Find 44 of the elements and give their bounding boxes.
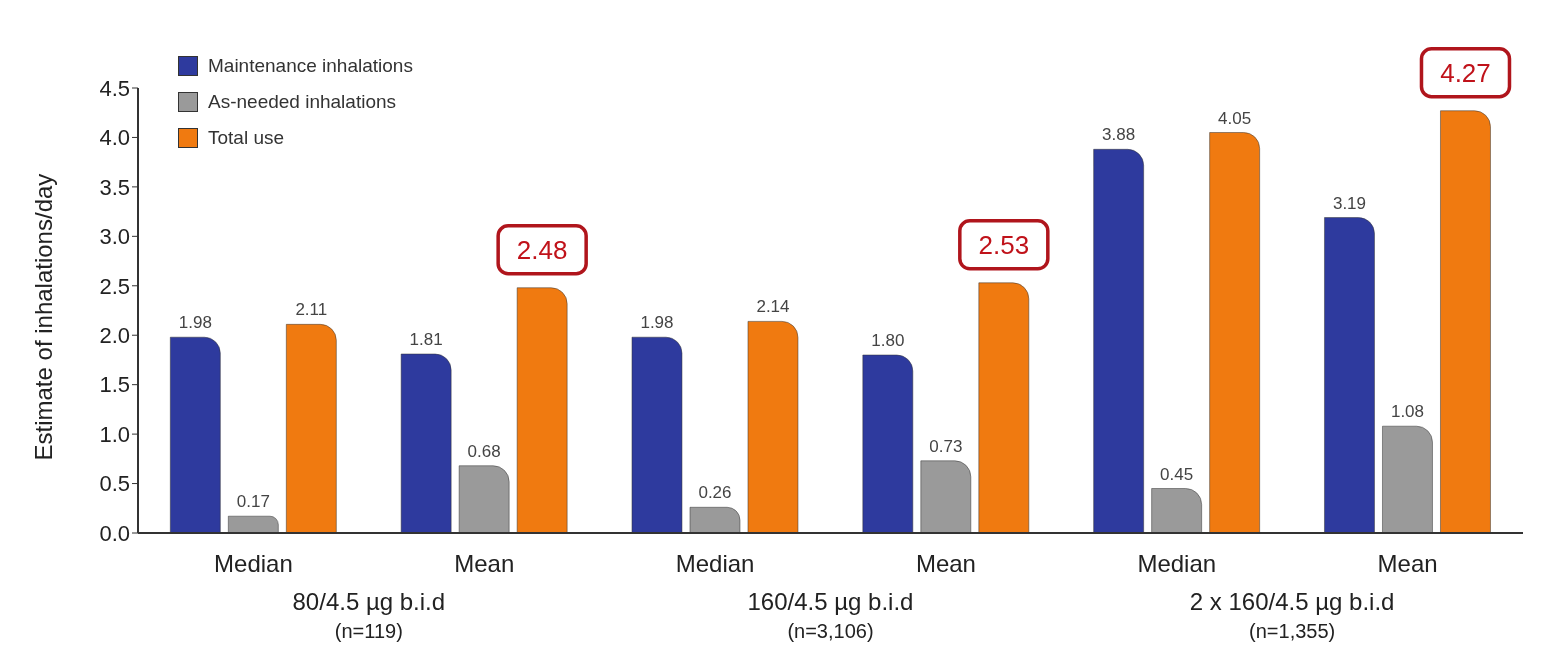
x-tick-label: Mean xyxy=(915,550,976,578)
data-label: 1.80 xyxy=(871,331,905,350)
text: 80/4.5 µg b.i.d xyxy=(291,588,447,616)
y-tick-label: 2.0 xyxy=(99,323,130,349)
data-label: 0.17 xyxy=(236,492,270,512)
data-label: 2.53 xyxy=(978,229,1030,260)
data-label: 0.45 xyxy=(1160,464,1194,484)
y-tick-label: 2.5 xyxy=(99,273,130,299)
x-tick-label: Mean xyxy=(454,550,515,578)
data-label: 2.48 xyxy=(516,234,568,265)
text: (n=3,106) xyxy=(786,620,875,643)
legend-label: Maintenance inhalations xyxy=(208,55,413,77)
data-label: 1.98 xyxy=(640,313,674,333)
y-tick-label: 1.5 xyxy=(99,372,130,398)
text: (n=1,355) xyxy=(1248,620,1337,643)
data-label: 0.26 xyxy=(698,483,732,503)
y-tick-label: 1.0 xyxy=(99,421,130,447)
text: (n=119) xyxy=(333,620,404,643)
y-tick-label: 4.5 xyxy=(99,75,130,101)
y-tick-label: 0.5 xyxy=(99,471,130,497)
data-label: 0.68 xyxy=(467,441,501,461)
legend-label: Total use xyxy=(208,127,285,149)
data-label: 1.98 xyxy=(178,313,212,333)
legend-label: As-needed inhalations xyxy=(208,91,397,113)
data-label: 1.08 xyxy=(1390,402,1425,422)
data-label: 2.14 xyxy=(756,297,790,317)
data-label: 4.05 xyxy=(1218,108,1252,128)
text: 2 x 160/4.5 µg b.i.d xyxy=(1188,588,1396,616)
text: 160/4.5 µg b.i.d xyxy=(746,588,915,616)
x-tick-label: Median xyxy=(214,550,293,578)
y-tick-label: 4.0 xyxy=(99,125,130,151)
x-tick-label: Median xyxy=(1137,550,1217,578)
data-label: 0.73 xyxy=(929,436,963,456)
y-tick-label: 0.0 xyxy=(99,520,130,546)
y-tick-label: 3.5 xyxy=(99,174,130,200)
x-tick-label: Median xyxy=(675,550,755,578)
y-axis-title: Estimate of inhalations/day xyxy=(29,173,57,461)
data-label: 3.19 xyxy=(1332,193,1367,213)
data-label: 3.88 xyxy=(1102,125,1136,145)
data-label: 2.11 xyxy=(295,300,328,320)
y-tick-label: 3.0 xyxy=(99,224,130,250)
x-tick-label: Mean xyxy=(1377,550,1438,578)
data-label: 4.27 xyxy=(1440,57,1491,88)
data-label: 1.81 xyxy=(409,330,443,350)
